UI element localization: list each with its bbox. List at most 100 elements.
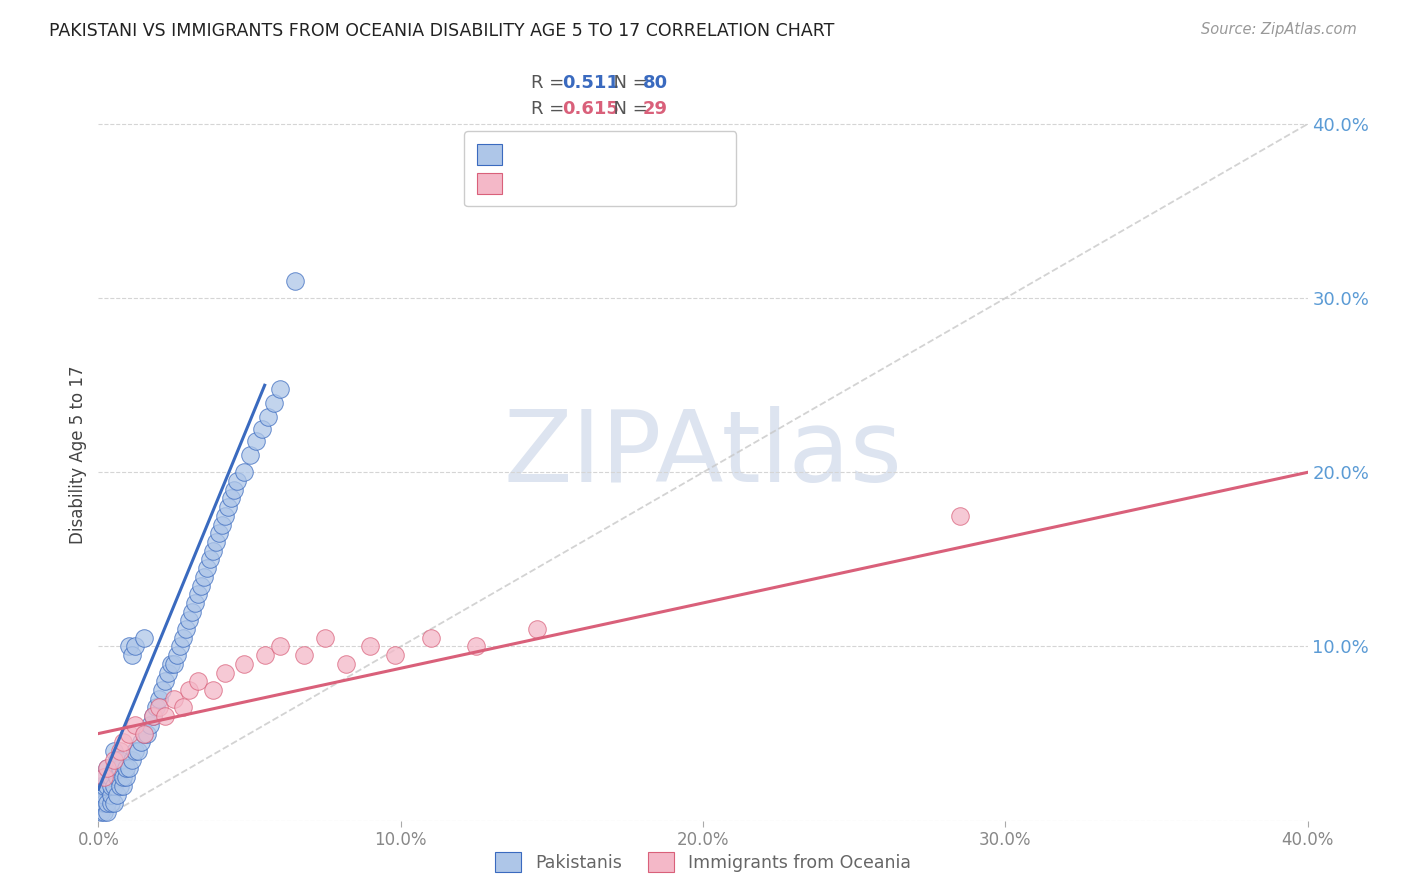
Point	[103, 779, 125, 793]
Text: N =: N =	[602, 74, 654, 92]
Point	[124, 718, 146, 732]
Point	[100, 779, 122, 793]
Point	[90, 796, 112, 810]
Point	[224, 483, 246, 497]
Point	[93, 779, 115, 793]
Point	[166, 648, 188, 663]
Point	[96, 761, 118, 775]
Point	[420, 631, 443, 645]
Point	[263, 395, 285, 409]
Point	[114, 761, 136, 775]
Point	[132, 631, 155, 645]
Point	[96, 796, 118, 810]
Point	[105, 788, 128, 802]
Point	[269, 382, 291, 396]
Point	[90, 788, 112, 802]
Point	[256, 409, 278, 424]
Point	[100, 796, 122, 810]
Point	[360, 640, 382, 654]
Point	[103, 796, 125, 810]
Legend: Pakistanis, Immigrants from Oceania: Pakistanis, Immigrants from Oceania	[488, 845, 918, 879]
Point	[160, 657, 183, 671]
Point	[93, 770, 115, 784]
Point	[208, 526, 231, 541]
Text: R =: R =	[531, 100, 571, 118]
Point	[200, 552, 222, 566]
Point	[108, 753, 131, 767]
Point	[142, 709, 165, 723]
Point	[124, 640, 146, 654]
Point	[384, 648, 406, 663]
Point	[111, 770, 134, 784]
Point	[253, 648, 276, 663]
Text: 80: 80	[643, 74, 668, 92]
Point	[284, 274, 307, 288]
Text: N =: N =	[602, 100, 654, 118]
Point	[193, 570, 215, 584]
Point	[949, 508, 972, 523]
Point	[108, 744, 131, 758]
Point	[205, 535, 228, 549]
Point	[217, 500, 239, 515]
Point	[108, 779, 131, 793]
Text: Source: ZipAtlas.com: Source: ZipAtlas.com	[1201, 22, 1357, 37]
Point	[202, 683, 225, 698]
Point	[103, 761, 125, 775]
Point	[129, 735, 152, 749]
Point	[187, 674, 209, 689]
Point	[202, 543, 225, 558]
Point	[111, 735, 134, 749]
Text: ZIPAtlas: ZIPAtlas	[503, 407, 903, 503]
Point	[153, 674, 176, 689]
Point	[100, 788, 122, 802]
Point	[232, 466, 254, 480]
Point	[118, 761, 141, 775]
Point	[90, 779, 112, 793]
Point	[226, 474, 249, 488]
Point	[190, 578, 212, 592]
Text: 0.511: 0.511	[562, 74, 619, 92]
Point	[150, 683, 173, 698]
Text: R =: R =	[531, 74, 571, 92]
Point	[187, 587, 209, 601]
Point	[135, 726, 157, 740]
Point	[93, 796, 115, 810]
Y-axis label: Disability Age 5 to 17: Disability Age 5 to 17	[69, 366, 87, 544]
Point	[221, 491, 243, 506]
Point	[124, 744, 146, 758]
Point	[239, 448, 262, 462]
Point	[90, 805, 112, 819]
Point	[526, 622, 548, 636]
Point	[139, 718, 162, 732]
Point	[184, 596, 207, 610]
Point	[465, 640, 488, 654]
Point	[163, 657, 186, 671]
Point	[314, 631, 336, 645]
Text: 0.615: 0.615	[562, 100, 619, 118]
Point	[292, 648, 315, 663]
Text: 29: 29	[643, 100, 668, 118]
Point	[103, 753, 125, 767]
Point	[93, 770, 115, 784]
Point	[174, 622, 197, 636]
Point	[111, 779, 134, 793]
Point	[172, 700, 194, 714]
Point	[121, 648, 143, 663]
Point	[100, 770, 122, 784]
Point	[108, 761, 131, 775]
Point	[269, 640, 291, 654]
Point	[179, 613, 201, 627]
Point	[96, 761, 118, 775]
Point	[148, 700, 170, 714]
Point	[96, 779, 118, 793]
Point	[118, 640, 141, 654]
Point	[132, 726, 155, 740]
Point	[214, 665, 236, 680]
Point	[169, 640, 191, 654]
Point	[93, 788, 115, 802]
Point	[105, 770, 128, 784]
Point	[245, 434, 267, 448]
Point	[181, 605, 204, 619]
Point	[163, 691, 186, 706]
Point	[153, 709, 176, 723]
